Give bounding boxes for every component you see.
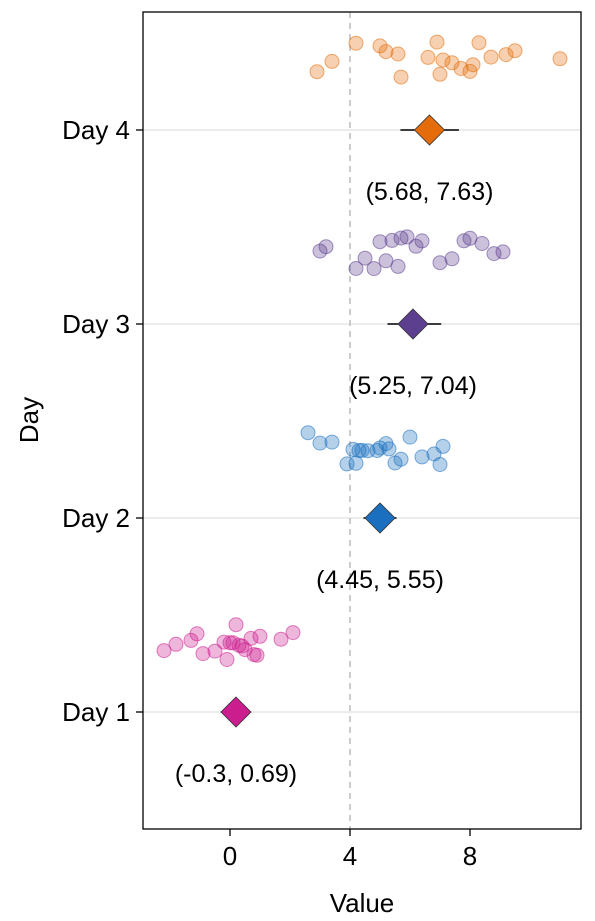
data-point [318, 239, 334, 255]
x-axis-title: Value [330, 888, 395, 918]
data-point [195, 646, 211, 662]
data-point [285, 625, 301, 641]
data-point [390, 46, 406, 62]
x-tick-label-2: 4 [343, 841, 357, 871]
data-point [348, 35, 364, 51]
data-point [393, 451, 409, 467]
data-point [420, 49, 436, 65]
data-point [414, 233, 430, 249]
data-point [474, 236, 490, 251]
data-point [435, 438, 451, 454]
data-point [249, 647, 265, 663]
y-tick-label-4: Day 4 [62, 115, 130, 145]
data-point [483, 49, 499, 65]
data-point [189, 626, 205, 642]
data-point [207, 643, 223, 659]
data-point [372, 38, 388, 54]
data-point [366, 261, 382, 277]
data-point [378, 44, 394, 60]
data-point [393, 69, 409, 85]
data-point [444, 55, 460, 71]
data-point [495, 244, 511, 260]
data-points [156, 34, 568, 667]
ci-labels: (-0.3, 0.69) (4.45, 5.55) (5.25, 7.04) (5.6… [175, 178, 494, 788]
data-point [432, 457, 448, 472]
data-point [498, 47, 514, 63]
data-point [408, 238, 424, 254]
data-point [429, 34, 445, 50]
panel-background [143, 12, 581, 829]
data-point [348, 261, 364, 276]
x-tick-label-3: 8 [463, 841, 477, 871]
data-point [156, 643, 172, 659]
data-point [324, 53, 340, 69]
data-point [393, 230, 409, 246]
data-point [324, 434, 340, 450]
data-point [378, 253, 394, 269]
ci-label-1: (-0.3, 0.69) [175, 760, 297, 788]
data-point [414, 449, 430, 465]
data-point [168, 636, 184, 652]
data-point [390, 258, 406, 274]
data-point [552, 51, 568, 67]
data-point [357, 250, 373, 266]
y-axis: Day 1 Day 2 Day 3 Day 4 [62, 115, 143, 727]
data-point [273, 631, 289, 647]
data-point [402, 429, 418, 445]
data-point [399, 229, 415, 245]
data-point [300, 425, 316, 441]
mean-marker-3 [397, 308, 429, 340]
confidence-intervals [220, 114, 459, 728]
x-axis: 0 4 8 [223, 829, 477, 871]
data-point [507, 43, 523, 59]
data-point [381, 441, 397, 457]
data-point [228, 617, 244, 633]
data-point [471, 35, 487, 51]
data-point [309, 64, 325, 80]
data-point [486, 246, 502, 262]
y-tick-label-2: Day 2 [62, 503, 130, 533]
data-point [432, 66, 448, 82]
ci-label-3: (5.25, 7.04) [349, 372, 477, 400]
data-point [237, 642, 253, 658]
y-tick-label-1: Day 1 [62, 697, 130, 727]
ci-label-2: (4.45, 5.55) [316, 566, 444, 594]
data-point [354, 442, 370, 458]
data-point [453, 61, 469, 76]
x-tick-label-1: 0 [223, 841, 237, 871]
data-point [312, 435, 328, 451]
ci-label-4: (5.68, 7.63) [366, 178, 494, 206]
grid-lines [143, 129, 581, 713]
data-point [384, 232, 400, 248]
data-point [435, 52, 451, 68]
data-point [462, 63, 478, 79]
data-point [252, 628, 268, 644]
mean-marker-4 [413, 114, 446, 146]
mean-marker-1 [220, 696, 252, 728]
data-point [432, 255, 448, 271]
y-tick-label-3: Day 3 [62, 309, 130, 339]
data-point [372, 234, 388, 250]
data-point [348, 455, 364, 471]
y-axis-title: Day [14, 397, 44, 443]
mean-marker-2 [364, 502, 396, 534]
data-point [219, 652, 235, 667]
panel-border [142, 11, 582, 830]
data-point [444, 251, 460, 267]
